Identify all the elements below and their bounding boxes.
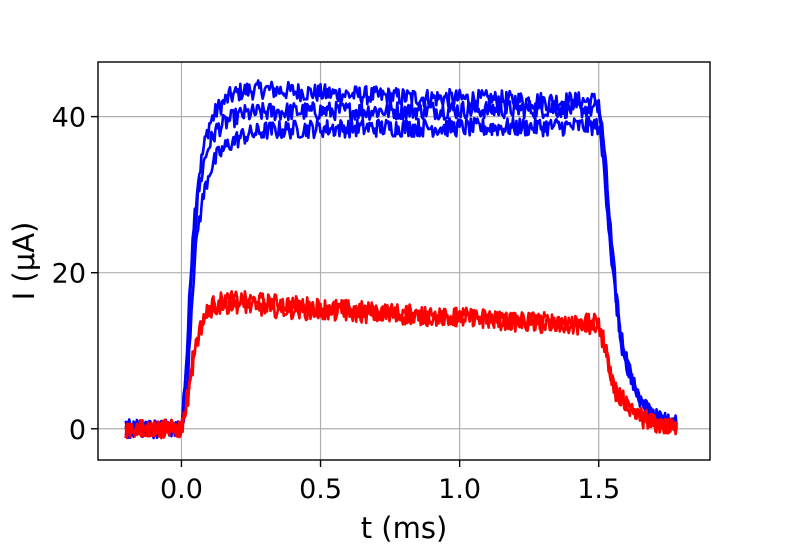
x-axis-label: t (ms)	[361, 511, 448, 545]
x-tick-label: 1.0	[438, 474, 481, 505]
x-tick-label: 1.5	[577, 474, 620, 505]
y-axis-label: I (μA)	[7, 222, 41, 301]
series-line-3	[124, 115, 678, 440]
series-line-2	[124, 98, 678, 440]
x-tick-label: 0.5	[299, 474, 342, 505]
y-tick-label: 40	[52, 103, 86, 134]
series-line-1	[124, 79, 678, 438]
x-tick-label: 0.0	[160, 474, 203, 505]
y-tick-label: 0	[69, 415, 86, 446]
series-lines	[124, 79, 678, 440]
axis-ticks: 0.0 0.5 1.0 1.5 0 20 40	[52, 103, 621, 505]
series-line-5	[124, 294, 678, 440]
plot-frame	[97, 61, 711, 461]
y-tick-label: 20	[52, 259, 86, 290]
